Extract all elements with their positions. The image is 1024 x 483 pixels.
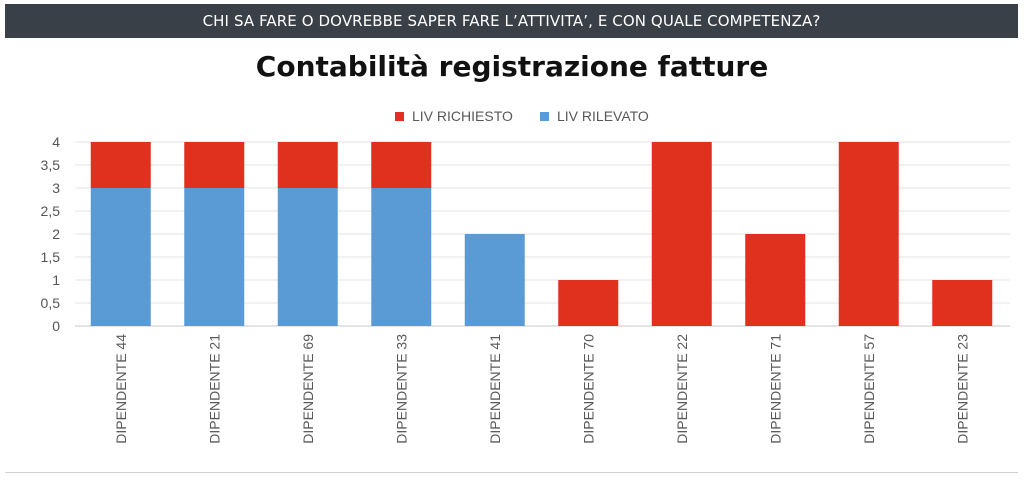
bar-liv-richiesto (932, 280, 993, 326)
page-banner: CHI SA FARE O DOVREBBE SAPER FARE L’ATTI… (5, 4, 1018, 38)
x-tick-label: DIPENDENTE 57 (861, 334, 877, 444)
x-axis-ticks: DIPENDENTE 44 DIPENDENTE 21 DIPENDENTE 69 D… (113, 334, 971, 444)
bar-liv-rilevato (277, 188, 338, 326)
x-tick-label: DIPENDENTE 33 (393, 334, 409, 444)
bar-liv-richiesto (371, 142, 432, 188)
x-tick-label: DIPENDENTE 23 (954, 334, 970, 444)
y-tick-label: 2,5 (41, 203, 61, 219)
bar-liv-rilevato (464, 234, 525, 326)
y-axis-ticks: 0 0,5 1 1,5 2 2,5 3 3,5 4 (41, 134, 61, 334)
x-tick-label: DIPENDENTE 70 (580, 334, 596, 444)
y-tick-label: 4 (52, 134, 60, 150)
legend-label: LIV RILEVATO (557, 108, 649, 124)
x-tick-label: DIPENDENTE 44 (113, 334, 129, 444)
bar-liv-rilevato (371, 188, 432, 326)
bar-liv-richiesto (838, 142, 899, 326)
bottom-divider (5, 472, 1018, 473)
bar-liv-rilevato (184, 188, 245, 326)
bar-liv-richiesto (90, 142, 151, 188)
chart-title: Contabilità registrazione fatture (255, 50, 769, 83)
legend-swatch (395, 112, 404, 121)
y-tick-label: 0 (52, 318, 60, 334)
y-tick-label: 1 (52, 272, 60, 288)
bar-liv-richiesto (277, 142, 338, 188)
x-tick-label: DIPENDENTE 69 (300, 334, 316, 444)
x-tick-label: DIPENDENTE 21 (206, 334, 222, 444)
y-tick-label: 2 (52, 226, 60, 242)
legend-swatch (540, 112, 549, 121)
bar-liv-richiesto (184, 142, 245, 188)
x-tick-label: DIPENDENTE 22 (674, 334, 690, 444)
bar-liv-richiesto (558, 280, 619, 326)
y-tick-label: 1,5 (41, 249, 61, 265)
legend: LIV RICHIESTO LIV RILEVATO (395, 108, 649, 124)
y-tick-label: 3 (52, 180, 60, 196)
x-tick-label: DIPENDENTE 71 (767, 334, 783, 444)
legend-label: LIV RICHIESTO (412, 108, 513, 124)
y-tick-label: 0,5 (41, 295, 61, 311)
bar-liv-richiesto (745, 234, 806, 326)
bar-liv-rilevato (90, 188, 151, 326)
bar-liv-richiesto (651, 142, 712, 326)
y-tick-label: 3,5 (41, 157, 61, 173)
x-tick-label: DIPENDENTE 41 (487, 334, 503, 444)
bars (90, 142, 993, 326)
